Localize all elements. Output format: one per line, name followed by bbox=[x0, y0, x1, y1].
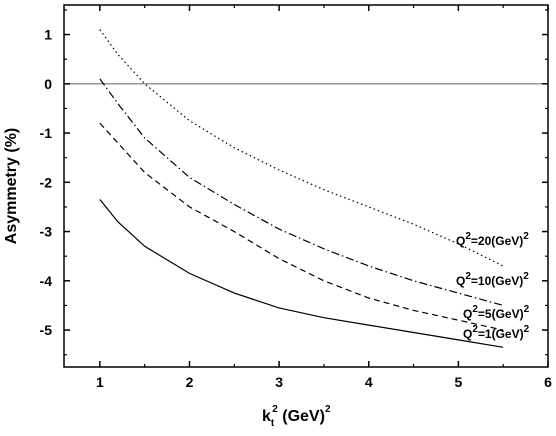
curve-q2-5 bbox=[99, 122, 504, 331]
x-axis-label: kt2 (GeV)2 bbox=[262, 404, 331, 429]
x-tick-label: 2 bbox=[186, 374, 194, 390]
x-tick-label: 5 bbox=[454, 374, 462, 390]
x-tick-label: 6 bbox=[544, 374, 552, 390]
y-tick-label: -1 bbox=[40, 125, 53, 141]
curve-label: Q2=10(GeV)2 bbox=[456, 271, 529, 288]
curve-label: Q2=5(GeV)2 bbox=[463, 304, 530, 321]
y-tick-label: 1 bbox=[44, 27, 52, 43]
curve-q2-20 bbox=[99, 29, 504, 267]
y-tick-label: -5 bbox=[40, 322, 53, 338]
curve-labels: Q2=20(GeV)2 Q2=10(GeV)2 Q2=5(GeV)2 Q2=1(GeV… bbox=[456, 231, 530, 341]
plot-frame bbox=[63, 4, 549, 368]
y-tick-label: -3 bbox=[40, 224, 53, 240]
x-tick-label: 1 bbox=[96, 374, 104, 390]
x-tick-label: 3 bbox=[275, 374, 283, 390]
y-axis-label: Asymmetry (%) bbox=[3, 128, 20, 244]
y-tick-label: -2 bbox=[40, 174, 53, 190]
x-axis-ticks: 1 2 3 4 5 6 bbox=[96, 5, 552, 390]
curve-q2-10 bbox=[99, 78, 504, 306]
y-tick-label: -4 bbox=[40, 273, 53, 289]
curve-label: Q2=20(GeV)2 bbox=[456, 231, 529, 248]
curves bbox=[99, 29, 504, 348]
y-axis-ticks: 1 0 -1 -2 -3 -4 -5 bbox=[40, 9, 548, 356]
x-tick-label: 4 bbox=[365, 374, 373, 390]
curve-q2-1 bbox=[99, 199, 504, 348]
curve-label: Q2=1(GeV)2 bbox=[463, 324, 530, 341]
y-tick-label: 0 bbox=[44, 76, 52, 92]
